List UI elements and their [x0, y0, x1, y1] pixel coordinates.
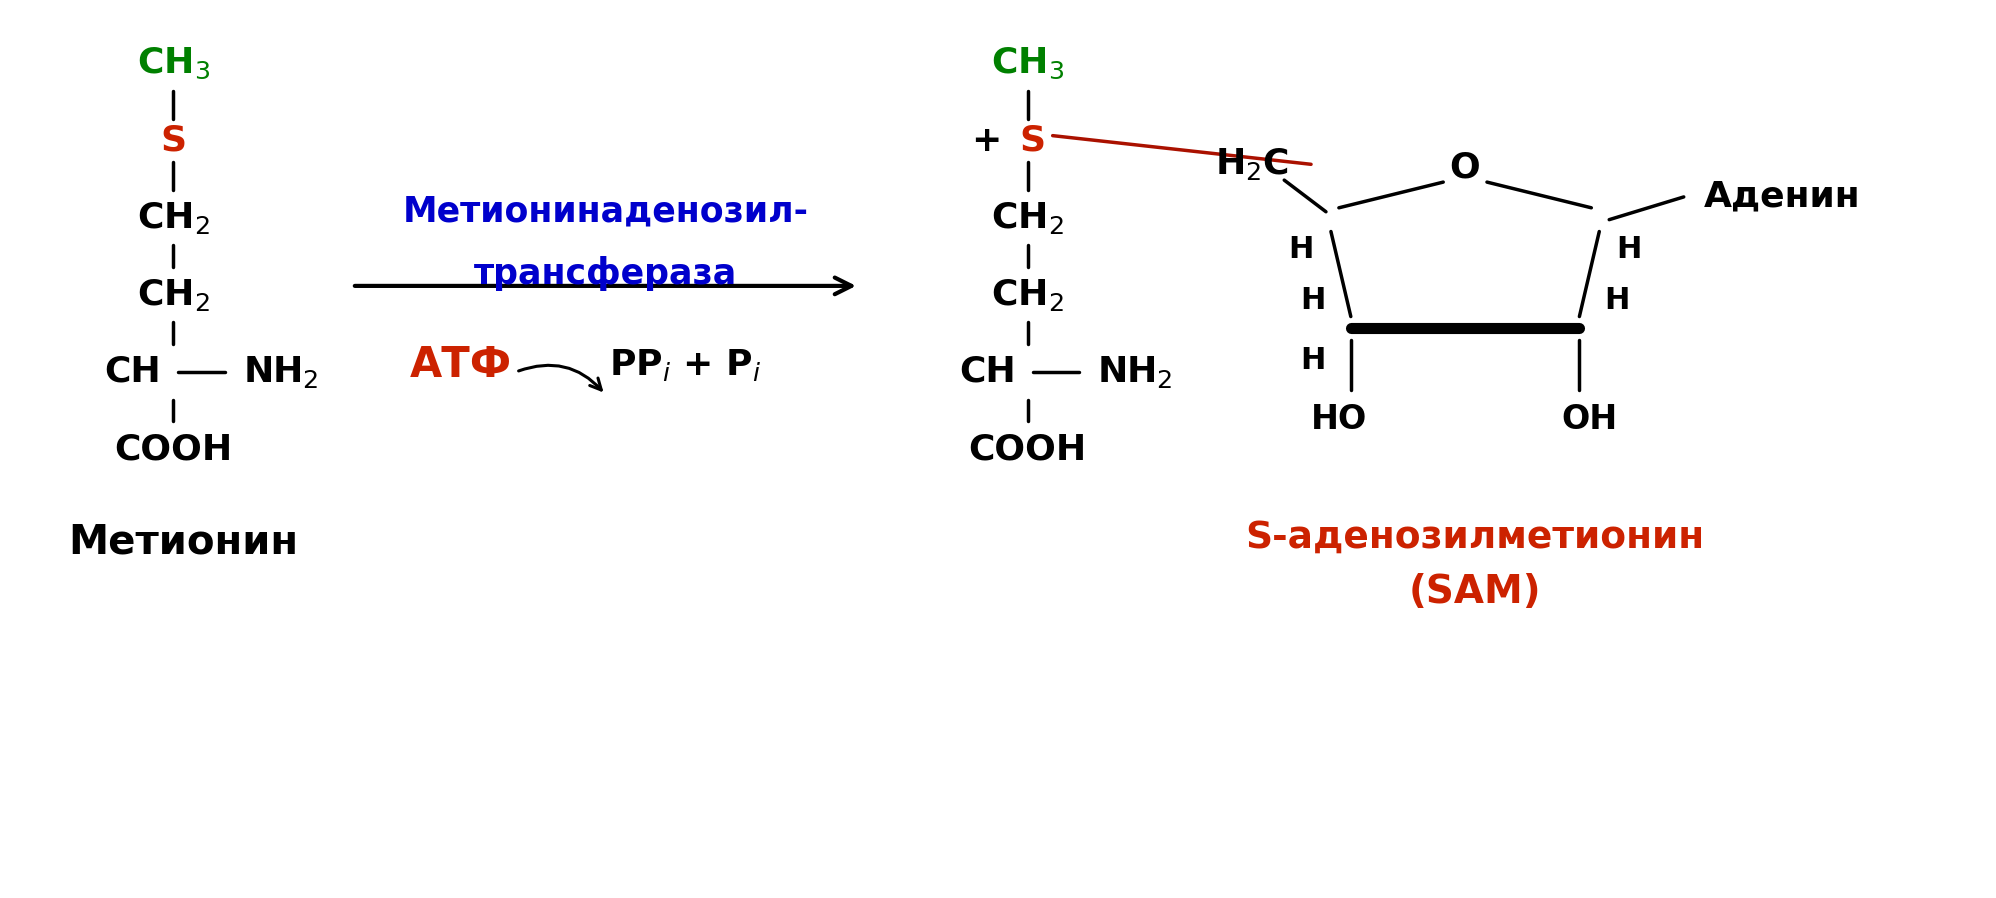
Text: CH$_2$: CH$_2$ — [992, 277, 1064, 313]
Text: CH$_2$: CH$_2$ — [138, 199, 210, 235]
Text: H: H — [1605, 286, 1631, 315]
Text: S: S — [1020, 124, 1046, 157]
Text: CH$_3$: CH$_3$ — [992, 46, 1064, 81]
Text: АТФ: АТФ — [411, 344, 513, 386]
Text: Метионин: Метионин — [68, 523, 297, 563]
Text: S-аденозилметионин: S-аденозилметионин — [1246, 520, 1705, 556]
Text: CH$_2$: CH$_2$ — [992, 199, 1064, 235]
Text: COOH: COOH — [968, 432, 1088, 466]
Text: (SAM): (SAM) — [1409, 573, 1541, 612]
Text: CH$_2$: CH$_2$ — [138, 277, 210, 313]
Text: S: S — [160, 124, 186, 157]
Text: NH$_2$: NH$_2$ — [244, 354, 317, 390]
Text: H: H — [1299, 286, 1325, 315]
Text: COOH: COOH — [114, 432, 232, 466]
Text: CH: CH — [960, 355, 1016, 389]
Text: CH$_3$: CH$_3$ — [136, 46, 210, 81]
Text: трансфераза: трансфераза — [473, 256, 737, 291]
Text: H: H — [1299, 346, 1325, 374]
Text: +: + — [970, 124, 1002, 157]
Text: PP$_i$ + P$_i$: PP$_i$ + P$_i$ — [609, 347, 760, 383]
Text: OH: OH — [1561, 403, 1617, 436]
Text: Метионинаденозил-: Метионинаденозил- — [403, 195, 808, 229]
Text: NH$_2$: NH$_2$ — [1098, 354, 1174, 390]
Text: O: O — [1449, 150, 1481, 184]
Text: H$_2$C: H$_2$C — [1214, 146, 1287, 182]
Text: H: H — [1289, 234, 1313, 264]
Text: Аденин: Аденин — [1705, 180, 1860, 214]
Text: H: H — [1617, 234, 1643, 264]
Text: CH: CH — [104, 355, 162, 389]
Text: HO: HO — [1311, 403, 1367, 436]
